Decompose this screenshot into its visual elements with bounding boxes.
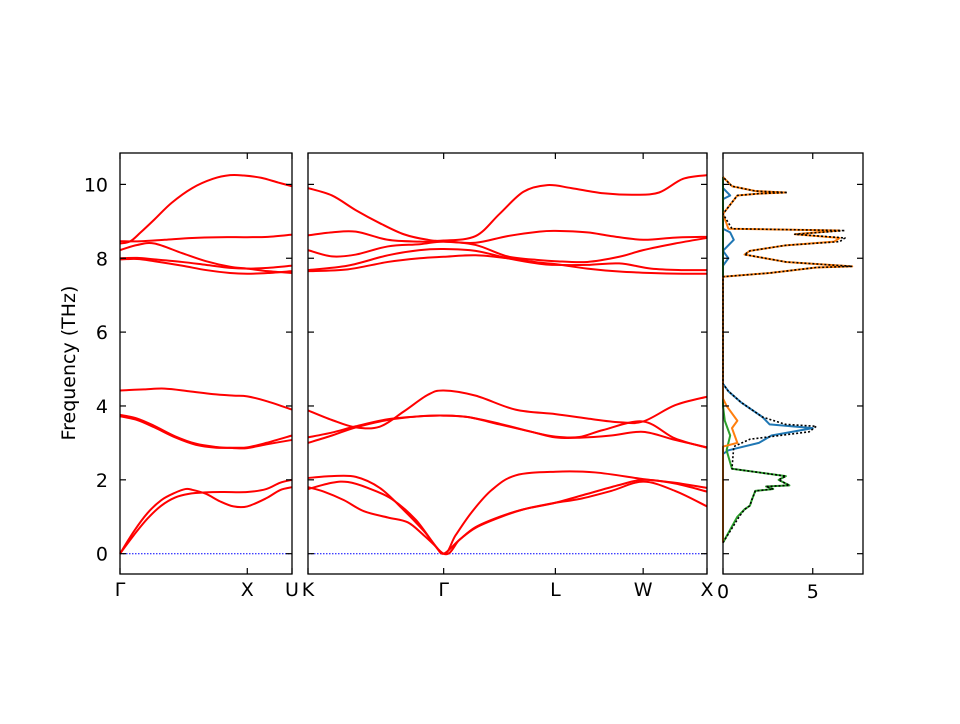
band-10 [307, 229, 708, 244]
dos-total [722, 176, 854, 544]
dos-projected-3 [722, 177, 791, 544]
band-1 [307, 480, 708, 555]
x-tick-label: Γ [438, 579, 449, 601]
band-2 [307, 478, 708, 556]
band-10 [119, 173, 293, 245]
band-5 [119, 387, 293, 411]
y-tick-label: 0 [96, 544, 108, 566]
x-tick-label: U [285, 579, 299, 601]
y-tick-label: 8 [96, 248, 108, 270]
x-tick-label: L [550, 579, 561, 601]
panel-frame [119, 152, 293, 575]
x-tick-label: X [700, 579, 713, 601]
band-11 [307, 174, 708, 242]
band-8 [119, 241, 293, 275]
band-2 [119, 478, 293, 555]
band-6 [307, 389, 708, 430]
band-4 [119, 413, 293, 450]
x-tick-label: X [241, 579, 254, 601]
dos-x-tick-label: 0 [717, 581, 729, 603]
x-tick-label: W [634, 579, 653, 601]
y-tick-label: 10 [84, 174, 108, 196]
dos-x-tick-label: 5 [807, 581, 819, 603]
y-tick-label: 4 [96, 396, 108, 418]
band-8 [307, 247, 708, 272]
band-9 [119, 233, 293, 243]
y-tick-label: 6 [96, 322, 108, 344]
x-tick-label: K [302, 579, 315, 601]
panel-frame [307, 152, 708, 575]
band-1 [119, 486, 293, 555]
x-tick-label: Γ [115, 579, 126, 601]
band-6 [119, 257, 293, 275]
y-axis-label: Frequency (THz) [58, 286, 80, 441]
band-3 [307, 470, 708, 555]
band-7 [119, 256, 293, 270]
dos-panel-frame [722, 152, 864, 575]
dos-projected-2 [722, 176, 854, 543]
y-tick-label: 2 [96, 470, 108, 492]
band-9 [307, 236, 708, 264]
